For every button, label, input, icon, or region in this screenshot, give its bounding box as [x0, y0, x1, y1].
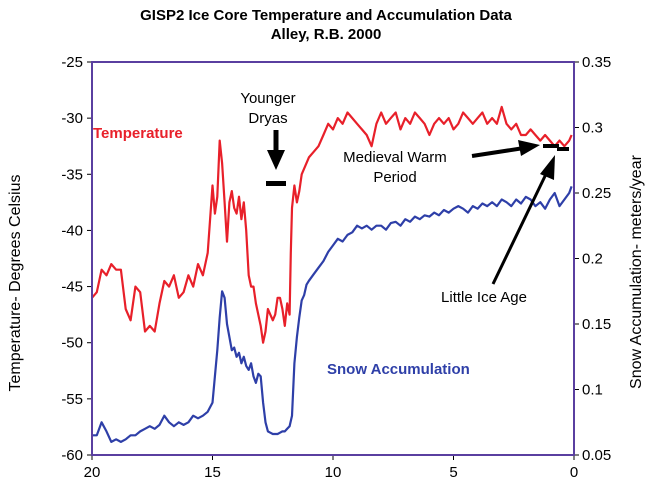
annotation-medieval-warm-period: Medieval Warm Period	[343, 140, 559, 186]
younger-dryas-arrow-head	[267, 150, 285, 170]
y-left-ticks: -25 -30 -35 -40 -45 -50 -55 -60	[61, 54, 92, 464]
y-right-label: Snow Accumulation- meters/year	[628, 154, 645, 389]
younger-dryas-marker	[266, 181, 286, 186]
x-tick-label: 10	[325, 464, 342, 481]
y-left-tick-label: -45	[61, 279, 83, 296]
y-left-tick-label: -25	[61, 54, 83, 71]
y-left-tick-label: -40	[61, 222, 83, 239]
series-layer	[91, 105, 573, 443]
x-ticks: 20 15 10 5 0	[84, 455, 578, 481]
y-right-tick-label: 0.15	[582, 316, 611, 333]
accumulation-line	[92, 186, 573, 443]
y-right-tick-label: 0.1	[582, 382, 603, 399]
little-ice-age-arrow-head	[540, 155, 555, 180]
medieval-warm-arrow-head	[518, 140, 540, 156]
x-tick-label: 0	[570, 464, 578, 481]
annotation-younger-dryas: Younger Dryas	[240, 90, 296, 186]
y-left-tick-label: -60	[61, 447, 83, 464]
chart-subtitle: Alley, R.B. 2000	[271, 26, 382, 43]
temperature-series-label: Temperature	[93, 125, 183, 142]
y-right-tick-label: 0.35	[582, 54, 611, 71]
medieval-warm-arrow-shaft	[471, 146, 525, 158]
x-tick-label: 5	[449, 464, 457, 481]
medieval-warm-label-line2: Period	[373, 169, 416, 186]
y-right-tick-label: 0.2	[582, 251, 603, 268]
little-ice-age-arrow-shaft	[491, 171, 549, 285]
y-left-label: Temperature- Degrees Celsius	[7, 175, 24, 392]
accumulation-series-label: Snow Accumulation	[327, 361, 470, 378]
younger-dryas-label-line2: Dryas	[248, 110, 287, 127]
temperature-line	[91, 105, 573, 344]
y-right-ticks: 0.35 0.3 0.25 0.2 0.15 0.1 0.05	[574, 54, 611, 464]
y-left-tick-label: -50	[61, 335, 83, 352]
younger-dryas-label-line1: Younger	[240, 90, 295, 107]
little-ice-age-label: Little Ice Age	[441, 289, 527, 306]
y-left-tick-label: -35	[61, 166, 83, 183]
annotation-little-ice-age: Little Ice Age	[441, 147, 569, 306]
medieval-warm-marker	[543, 144, 559, 148]
plot-frame	[91, 61, 575, 456]
y-left-tick-label: -30	[61, 110, 83, 127]
chart-title: GISP2 Ice Core Temperature and Accumulat…	[140, 7, 512, 24]
medieval-warm-label-line1: Medieval Warm	[343, 149, 447, 166]
y-right-tick-label: 0.25	[582, 185, 611, 202]
little-ice-age-marker	[557, 147, 569, 151]
x-tick-label: 20	[84, 464, 101, 481]
y-left-tick-label: -55	[61, 391, 83, 408]
y-right-tick-label: 0.3	[582, 120, 603, 137]
y-right-tick-label: 0.05	[582, 447, 611, 464]
x-tick-label: 15	[204, 464, 221, 481]
